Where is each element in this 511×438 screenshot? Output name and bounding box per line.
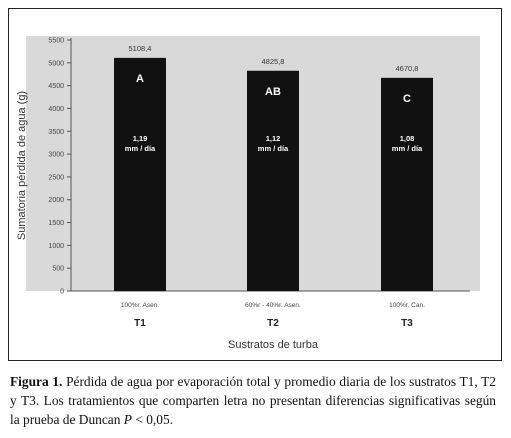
y-tick-label: 3500	[48, 129, 64, 136]
y-tick-label: 2000	[48, 197, 64, 204]
bar	[114, 57, 166, 291]
figure-frame: 0 500 1000 1500 2000 2500 3000 3500 4000 4500 5000…	[8, 8, 502, 361]
y-tick-label: 1000	[48, 243, 64, 250]
bar-daily-unit: mm / día	[125, 144, 156, 153]
y-tick-label: 0	[60, 289, 64, 296]
x-axis-title: Sustratos de turba	[228, 339, 319, 351]
bar-value-label: 4670,8	[396, 64, 419, 73]
caption-p-symbol: P	[123, 412, 132, 427]
caption-text: Pérdida de agua por evaporación total y …	[10, 374, 496, 427]
caption-text-end: < 0,05.	[131, 412, 173, 427]
y-tick-label: 4500	[48, 83, 64, 90]
x-category-sublabel: 60%r - 40%r. Asen.	[245, 302, 301, 309]
x-category-label: T1	[134, 318, 146, 329]
x-category-label: T3	[401, 318, 413, 329]
figure-caption: Figura 1. Pérdida de agua por evaporació…	[10, 372, 496, 429]
y-tick-label: 4000	[48, 106, 64, 113]
bar-value-label: 4825,8	[262, 57, 285, 66]
bar	[247, 70, 299, 291]
x-category-label: T2	[267, 318, 279, 329]
bar-daily-unit: mm / día	[392, 144, 423, 153]
y-tick-label: 5000	[48, 60, 64, 67]
y-tick-label: 1500	[48, 220, 64, 227]
bar	[381, 77, 433, 291]
y-tick-label: 3000	[48, 152, 64, 159]
y-tick-label: 2500	[48, 174, 64, 181]
bar-daily-rate: 1,19	[133, 134, 148, 143]
y-tick-label: 500	[52, 266, 64, 273]
bar-letter-label: AB	[265, 86, 281, 98]
y-tick-label: 5500	[48, 38, 64, 45]
y-axis-title: Sumatoria pérdida de agua (g)	[16, 91, 28, 240]
bar-value-label: 5108,4	[129, 44, 152, 53]
bar-letter-label: A	[136, 73, 144, 85]
x-category-sublabel: 100%r. Asen.	[121, 302, 159, 309]
bar-chart: 0 500 1000 1500 2000 2500 3000 3500 4000 4500 5000…	[16, 38, 470, 351]
caption-label: Figura 1.	[10, 374, 63, 389]
bar-daily-rate: 1,12	[266, 134, 281, 143]
bar-daily-rate: 1,08	[400, 134, 415, 143]
bar-daily-unit: mm / día	[258, 144, 289, 153]
x-category-sublabel: 100%r. Can.	[389, 302, 425, 309]
bar-letter-label: C	[403, 93, 411, 105]
